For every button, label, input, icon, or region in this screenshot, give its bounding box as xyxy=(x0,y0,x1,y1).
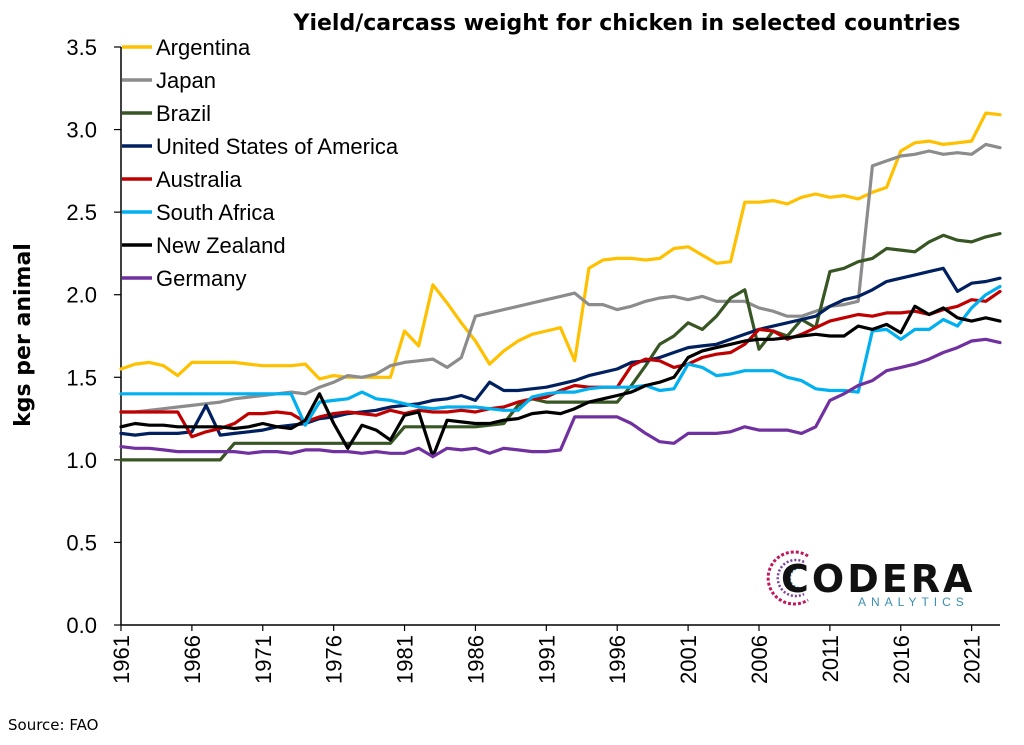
series-line-united-states-of-america xyxy=(119,266,1002,437)
series-line-south-africa xyxy=(119,284,1002,427)
x-tick-label: 1996 xyxy=(605,635,630,684)
series-line-germany xyxy=(119,337,1002,459)
x-tick-label: 2001 xyxy=(676,635,701,684)
x-tick-label: 2006 xyxy=(747,635,772,684)
series-line-argentina xyxy=(119,111,1002,381)
legend: Argentina Japan Brazil United States of Ame… xyxy=(122,35,399,291)
y-tick-label: 0.5 xyxy=(66,530,97,555)
x-tick-label: 1976 xyxy=(322,635,347,684)
codera-logo-icon xyxy=(766,550,809,606)
y-tick-labels: 0.0 0.5 1.0 1.5 2.0 2.5 3.0 3.5 xyxy=(66,35,121,638)
x-tick-label: 2016 xyxy=(889,635,914,684)
y-tick-label: 1.0 xyxy=(66,448,97,473)
codera-logo: CODERA ANALYTICS xyxy=(766,550,975,609)
legend-label: Australia xyxy=(156,167,242,192)
source-note: Source: FAO xyxy=(8,716,98,734)
x-tick-label: 1991 xyxy=(534,635,559,684)
y-tick-label: 1.5 xyxy=(66,365,97,390)
logo-subtitle: ANALYTICS xyxy=(858,595,969,609)
y-tick-label: 2.5 xyxy=(66,200,97,225)
x-tick-labels: 1961 1966 1971 1976 1981 1986 1991 1996 2001 2006… xyxy=(109,625,985,684)
logo-name: CODERA xyxy=(781,557,975,601)
x-tick-label: 2021 xyxy=(960,635,985,684)
series-line-brazil xyxy=(119,232,1002,462)
x-tick-label: 1966 xyxy=(180,635,205,684)
y-tick-label: 0.0 xyxy=(66,613,97,638)
x-tick-label: 2011 xyxy=(818,635,843,682)
legend-label: Argentina xyxy=(156,35,251,60)
y-tick-label: 2.0 xyxy=(66,283,97,308)
legend-label: South Africa xyxy=(156,200,275,225)
series-line-new-zealand xyxy=(119,304,1002,459)
legend-label: United States of America xyxy=(156,134,399,159)
y-tick-label: 3.5 xyxy=(66,35,97,60)
x-tick-label: 1986 xyxy=(463,635,488,684)
y-axis-label: kgs per animal xyxy=(11,243,36,427)
legend-label: Brazil xyxy=(156,101,211,126)
series-line-japan xyxy=(119,142,1002,414)
x-tick-label: 1971 xyxy=(251,635,276,684)
legend-label: Japan xyxy=(156,68,216,93)
series-lines xyxy=(119,111,1002,462)
chart-title: Yield/carcass weight for chicken in sele… xyxy=(293,11,961,36)
legend-label: New Zealand xyxy=(156,233,286,258)
legend-label: Germany xyxy=(156,266,246,291)
y-tick-label: 3.0 xyxy=(66,118,97,143)
x-tick-label: 1961 xyxy=(109,635,134,684)
x-tick-label: 1981 xyxy=(393,635,418,684)
